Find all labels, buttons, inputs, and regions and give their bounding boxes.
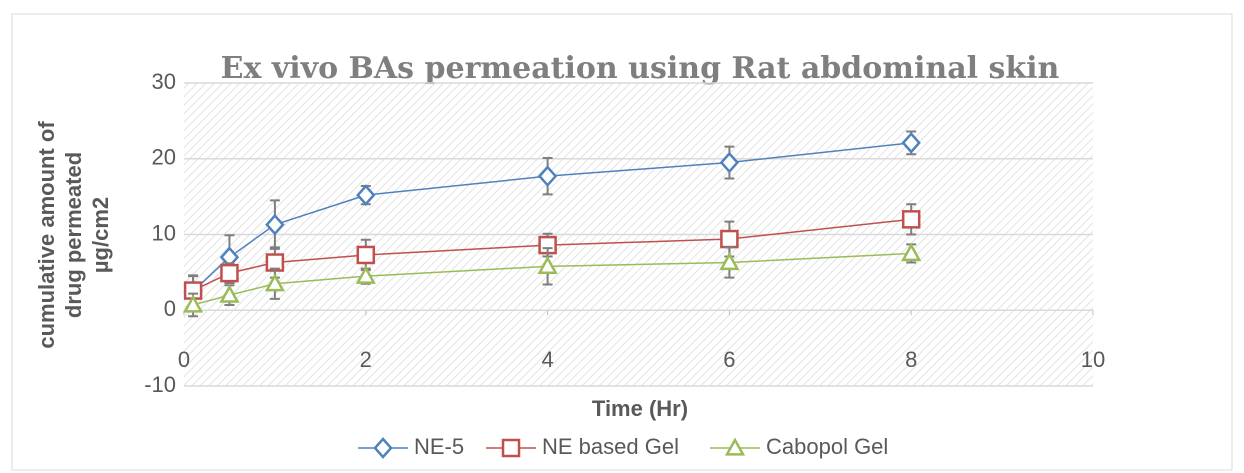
marker (901, 242, 922, 262)
legend-label: NE based Gel (542, 434, 679, 459)
y-axis-title: cumulative amount of drug permeated µg/cm2 (34, 121, 113, 349)
y-axis-title-line: drug permeated (61, 152, 86, 318)
y-axis-title-line: µg/cm2 (88, 197, 113, 273)
y-axis-title-line: cumulative amount of (34, 121, 59, 349)
y-tick-label: 20 (152, 145, 176, 170)
marker (182, 294, 204, 313)
marker (537, 165, 558, 188)
marker (719, 251, 740, 271)
marker (719, 151, 740, 174)
legend-label: Cabopol Gel (766, 434, 888, 459)
marker (373, 437, 393, 459)
y-tick-label: 30 (152, 69, 176, 94)
marker (265, 213, 285, 236)
y-tick-label: 10 (152, 220, 176, 245)
marker (720, 229, 739, 249)
x-tick-label: 0 (178, 347, 190, 372)
marker (355, 265, 376, 284)
marker (264, 273, 286, 292)
marker (901, 210, 921, 229)
x-tick-label: 2 (360, 347, 372, 372)
marker (356, 245, 376, 265)
x-axis-title: Time (Hr) (592, 396, 688, 421)
chart-title: Ex vivo BAs permeation using Rat abdomin… (221, 51, 1060, 86)
marker (219, 284, 240, 303)
x-tick-label: 8 (905, 347, 917, 372)
x-tick-label: 6 (723, 347, 735, 372)
y-tick-label: -10 (144, 372, 176, 397)
legend: NE-5 NE based Gel Cabopol Gel (358, 434, 888, 459)
marker (901, 131, 921, 154)
x-tick-label: 10 (1081, 347, 1105, 372)
x-tick-label: 4 (541, 347, 553, 372)
marker (501, 438, 521, 458)
marker (356, 184, 376, 206)
marker (724, 437, 746, 456)
legend-label: NE-5 (414, 434, 464, 459)
marker (220, 263, 239, 283)
y-tick-label: 0 (164, 296, 176, 321)
marker (537, 255, 558, 274)
